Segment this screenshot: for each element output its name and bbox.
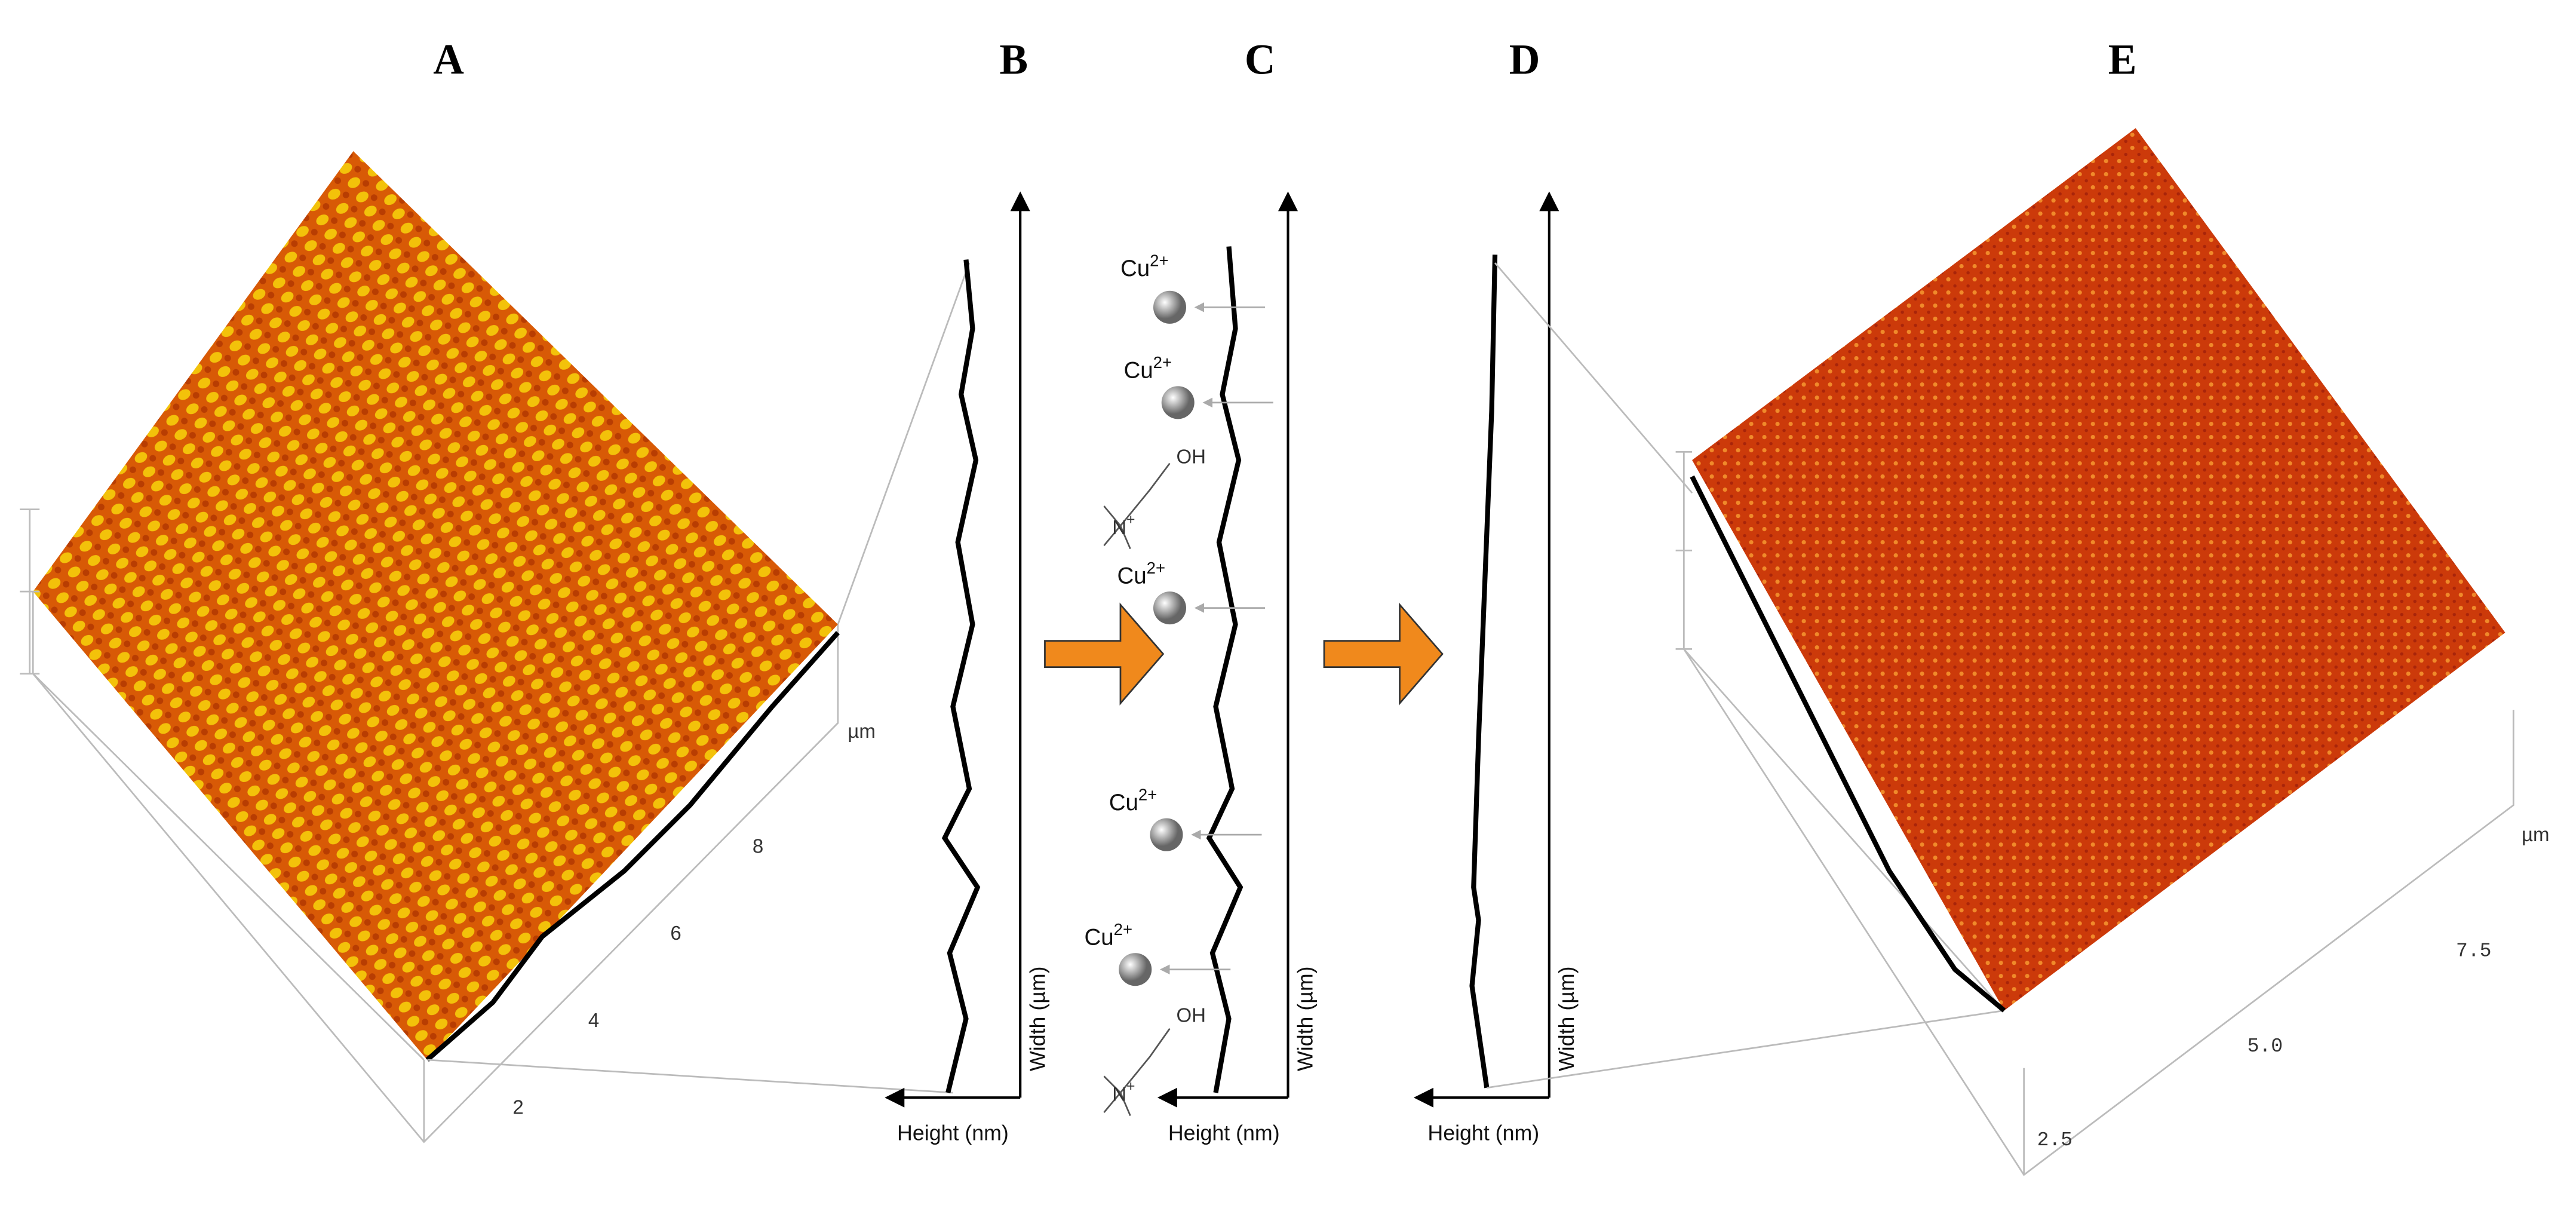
charge: + — [1126, 1078, 1135, 1095]
unit: µm — [848, 720, 876, 742]
ion-charge: 2+ — [1138, 785, 1157, 804]
projection — [1487, 262, 2004, 1089]
ion-symbol: Cu — [1084, 924, 1113, 950]
panel-d: D Width (µm) Height (nm) — [1413, 36, 2004, 1145]
ions: Cu2+Cu2+Cu2+Cu2+Cu2+ — [1084, 252, 1273, 986]
group: OH — [1176, 1004, 1206, 1026]
ion-label: Cu2+ — [1109, 785, 1157, 815]
ion-charge: 2+ — [1114, 920, 1132, 939]
tick-label: 4 — [588, 1009, 599, 1031]
afm-surface — [33, 151, 838, 1060]
ion-label: Cu2+ — [1120, 252, 1169, 282]
tick-label: 2 — [512, 1096, 523, 1118]
panel-label: D — [1509, 36, 1540, 84]
ion-charge: 2+ — [1150, 252, 1168, 270]
edge — [1690, 475, 2006, 1013]
axis-label: Height (nm) — [1168, 1121, 1280, 1145]
axis-label: Height (nm) — [1427, 1121, 1539, 1145]
ion-symbol: Cu — [1109, 790, 1138, 815]
profile — [1469, 255, 1498, 1089]
panel-label: E — [2108, 36, 2137, 84]
panel-label: A — [433, 36, 464, 84]
scale — [1675, 450, 1693, 650]
ion — [1150, 818, 1183, 851]
ion-label: Cu2+ — [1117, 559, 1165, 589]
ion — [1119, 953, 1152, 986]
tick-label: 6 — [670, 922, 681, 944]
ion-label: Cu2+ — [1123, 353, 1172, 384]
axis-label: Height (nm) — [897, 1121, 1009, 1145]
ion — [1161, 386, 1195, 419]
charge: + — [1126, 511, 1135, 528]
axis-label: Width (µm) — [1026, 966, 1049, 1071]
panel-label: C — [1245, 36, 1276, 84]
axis-box — [32, 591, 839, 1143]
ion-charge: 2+ — [1147, 559, 1165, 577]
panel-label: B — [999, 36, 1028, 84]
panel-b: B Width (µm) Height (nm) — [885, 36, 1165, 1145]
atom: N+ — [1112, 511, 1135, 538]
tick-label: 7.5 — [2456, 940, 2491, 962]
ion-symbol: Cu — [1117, 563, 1146, 588]
group: OH — [1176, 446, 1206, 468]
atom: N+ — [1112, 1078, 1135, 1105]
edge — [425, 631, 840, 1062]
scale — [20, 262, 971, 1094]
axis-label: Width (µm) — [1555, 966, 1579, 1071]
ion-symbol: Cu — [1123, 358, 1153, 384]
panel-c: C Width (µm) Height (nm) Cu2+Cu2+Cu2+Cu2… — [1084, 36, 1444, 1145]
ion-charge: 2+ — [1153, 353, 1172, 372]
tick-label: 8 — [753, 835, 763, 857]
molecule: OH N+ — [1103, 446, 1206, 550]
tick-label: 5.0 — [2248, 1035, 2283, 1057]
panel-a: A 2 4 6 8 µm — [20, 36, 971, 1143]
ion — [1153, 591, 1186, 625]
unit: µm — [2522, 823, 2550, 845]
ion-label: Cu2+ — [1084, 920, 1132, 951]
afm-surface — [1692, 128, 2506, 1011]
arrow — [1044, 602, 1165, 706]
molecule: OH N+ — [1103, 1004, 1206, 1117]
profile — [941, 259, 981, 1093]
atom-symbol: N — [1112, 516, 1126, 538]
ion — [1153, 290, 1186, 324]
panel-e: E 2.5 5.0 7.5 µm — [1675, 36, 2550, 1176]
atom-symbol: N — [1112, 1083, 1126, 1105]
axis-box — [1682, 452, 2514, 1176]
axis-label: Width (µm) — [1294, 966, 1318, 1071]
arrow — [1323, 602, 1444, 706]
profile — [1206, 246, 1244, 1093]
ion-symbol: Cu — [1120, 256, 1150, 281]
tick-label: 2.5 — [2037, 1129, 2073, 1151]
